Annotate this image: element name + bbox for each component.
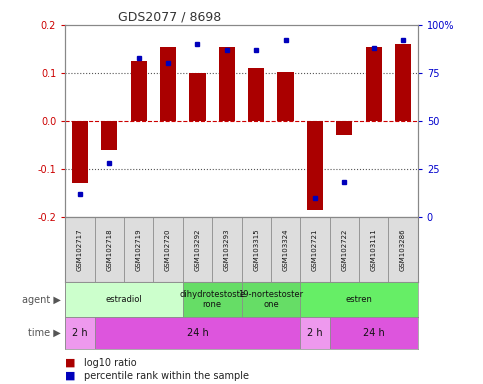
Bar (366, 46, 382, 121)
Text: agent ▶: agent ▶ (22, 295, 60, 305)
Bar (65, 282, 183, 317)
Text: 24 h: 24 h (186, 328, 208, 338)
Bar (248, 68, 264, 121)
Text: ■: ■ (65, 371, 76, 381)
Bar (329, 317, 418, 349)
Bar (130, 61, 147, 121)
Bar (336, 121, 353, 136)
Bar (189, 73, 205, 121)
Bar (65, 317, 95, 349)
Bar (124, 217, 154, 282)
Bar (242, 282, 300, 317)
Text: percentile rank within the sample: percentile rank within the sample (84, 371, 249, 381)
Text: time ▶: time ▶ (28, 328, 60, 338)
Bar (183, 217, 212, 282)
Bar (212, 217, 242, 282)
Text: GSM102721: GSM102721 (312, 228, 318, 271)
Text: GSM102722: GSM102722 (341, 228, 347, 271)
Text: estradiol: estradiol (106, 295, 142, 304)
Bar (183, 282, 242, 317)
Text: GSM103315: GSM103315 (253, 228, 259, 271)
Bar (359, 217, 388, 282)
Text: 2 h: 2 h (307, 328, 323, 338)
Bar (95, 217, 124, 282)
Bar (160, 46, 176, 121)
Text: 19-nortestoster
one: 19-nortestoster one (238, 290, 303, 309)
Bar (329, 217, 359, 282)
Bar (219, 46, 235, 121)
Bar (278, 71, 294, 121)
Bar (154, 217, 183, 282)
Bar (242, 217, 271, 282)
Bar (388, 217, 418, 282)
Bar (72, 121, 88, 184)
Text: GSM102717: GSM102717 (77, 228, 83, 271)
Text: GSM102718: GSM102718 (106, 228, 112, 271)
Bar (95, 317, 300, 349)
Text: GSM103111: GSM103111 (371, 228, 377, 271)
Bar (300, 282, 418, 317)
Bar (101, 121, 117, 150)
Bar (65, 217, 95, 282)
Text: dihydrotestoste
rone: dihydrotestoste rone (179, 290, 245, 309)
Bar (300, 317, 329, 349)
Text: GSM102719: GSM102719 (136, 228, 142, 271)
Text: GSM103293: GSM103293 (224, 228, 230, 271)
Text: 24 h: 24 h (363, 328, 384, 338)
Bar (307, 121, 323, 210)
Text: 2 h: 2 h (72, 328, 88, 338)
Text: log10 ratio: log10 ratio (84, 358, 136, 368)
Text: GSM102720: GSM102720 (165, 228, 171, 271)
Bar (395, 44, 411, 121)
Text: GSM103324: GSM103324 (283, 228, 288, 271)
Text: estren: estren (346, 295, 372, 304)
Text: ■: ■ (65, 358, 76, 368)
Bar (300, 217, 329, 282)
Text: GDS2077 / 8698: GDS2077 / 8698 (118, 11, 221, 24)
Text: GSM103292: GSM103292 (195, 228, 200, 271)
Bar (271, 217, 300, 282)
Text: GSM103286: GSM103286 (400, 228, 406, 271)
